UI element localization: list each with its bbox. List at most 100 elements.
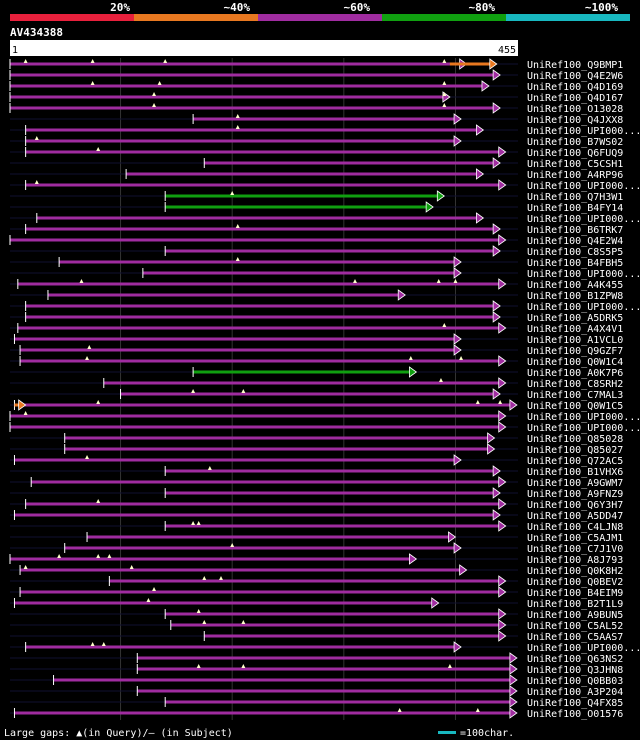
query-gap-mark [152, 103, 157, 107]
hit-label: UniRef100_A8J793 [527, 555, 623, 566]
hit-label: UniRef100_Q6Y3H7 [527, 500, 623, 511]
hit-row: UniRef100_B7WS02 [10, 135, 623, 148]
hit-row: UniRef100_Q0W1C4 [10, 355, 623, 368]
hit-arrow [425, 201, 434, 213]
legend-swatch-0 [10, 14, 134, 21]
hit-row: UniRef100_UPI000... [10, 212, 640, 225]
hit-row: UniRef100_B1VHX6 [10, 465, 623, 478]
hit-row: UniRef100_Q4E2W4 [9, 234, 623, 247]
query-gap-mark [202, 620, 207, 624]
hit-bar [10, 425, 500, 429]
hit-row: UniRef100_Q7H3W1 [10, 190, 623, 203]
hit-row: UniRef100_A5DRK5 [10, 311, 623, 324]
hit-label: UniRef100_Q0BB03 [527, 676, 623, 687]
hit-arrow [509, 652, 518, 664]
hit-label: UniRef100_Q0K8H2 [527, 566, 623, 577]
hit-label: UniRef100_Q72AC5 [527, 456, 623, 467]
hit-label: UniRef100_Q63NS2 [527, 654, 623, 665]
hit-label: UniRef100_Q9GZF7 [527, 346, 623, 357]
query-gap-mark [447, 664, 452, 668]
hit-arrow [481, 80, 490, 92]
query-gap-mark [475, 400, 480, 404]
hit-extra-bar [14, 403, 20, 407]
query-gap-mark [219, 576, 224, 580]
hit-row: UniRef100_Q0BB03 [10, 674, 623, 687]
hit-arrow [453, 344, 462, 356]
hit-bar [165, 491, 495, 495]
query-gap-mark [85, 356, 90, 360]
hit-bar [204, 161, 495, 165]
hit-label: UniRef100_Q9BMP1 [527, 60, 623, 71]
hit-bar [193, 117, 456, 121]
hit-label: UniRef100_B1ZPW8 [527, 291, 623, 302]
hit-arrow [492, 311, 501, 323]
legend-label-0: 20% [110, 1, 130, 14]
hit-arrow [475, 124, 485, 136]
query-gap-mark [34, 136, 39, 140]
hit-label: UniRef100_Q4D167 [527, 93, 623, 104]
hit-bar [59, 260, 456, 264]
query-gap-mark [397, 708, 402, 712]
hit-bar [25, 139, 456, 143]
hit-bar [137, 667, 511, 671]
hit-label: UniRef100_A9FNZ9 [527, 489, 623, 500]
hit-arrow [492, 69, 501, 81]
query-gap-mark [442, 59, 447, 63]
hit-bar [17, 282, 500, 286]
hit-bar [14, 601, 433, 605]
hit-arrow [498, 322, 507, 334]
hit-label: UniRef100_O13028 [527, 104, 623, 115]
query-gap-mark [23, 411, 28, 415]
hit-arrow [498, 575, 507, 587]
hit-label: UniRef100_UPI000... [527, 126, 640, 137]
hit-label: UniRef100_Q4FX85 [527, 698, 623, 709]
query-gap-mark [96, 554, 101, 558]
hit-bar [53, 678, 511, 682]
hit-bar [20, 359, 500, 363]
hit-bar [137, 656, 511, 660]
hit-bar [204, 634, 500, 638]
hit-arrow [453, 267, 462, 279]
hit-bar [126, 172, 478, 176]
hit-arrow [453, 542, 462, 554]
hit-bar [10, 62, 461, 66]
hit-row: UniRef100_C5AJM1 [10, 531, 623, 544]
hit-extra-arrow [489, 58, 498, 70]
hit-row: UniRef100_A0K7P6 [10, 366, 623, 379]
hit-bar [64, 546, 456, 550]
hit-row: UniRef100_UPI000... [10, 179, 640, 192]
query-gap-mark [34, 180, 39, 184]
query-gap-mark [438, 378, 443, 382]
hit-arrow [509, 674, 518, 686]
hit-label: UniRef100_B4FY14 [527, 203, 623, 214]
query-gap-mark [352, 279, 357, 283]
hit-bar [165, 524, 500, 528]
hit-label: UniRef100_A5DRK5 [527, 313, 623, 324]
hit-row: UniRef100_O01576 [10, 707, 623, 720]
hit-arrow [498, 476, 507, 488]
hit-label: UniRef100_O01576 [527, 709, 623, 720]
hit-arrow [498, 410, 507, 422]
hit-bar [20, 568, 461, 572]
hit-bar [25, 183, 500, 187]
query-gap-mark [235, 125, 240, 129]
legend-swatch-4 [506, 14, 630, 21]
hit-label: UniRef100_Q85027 [527, 445, 623, 456]
hit-arrow [487, 432, 496, 444]
query-gap-mark [498, 400, 503, 404]
hit-row: UniRef100_C5CSH1 [10, 157, 623, 170]
hit-bar [25, 315, 495, 319]
legend-swatch-3 [382, 14, 506, 21]
hit-row: UniRef100_UPI000... [10, 267, 640, 280]
hit-row: UniRef100_Q0K8H2 [10, 564, 623, 577]
hit-label: UniRef100_Q4D169 [527, 82, 623, 93]
hit-bar [25, 304, 495, 308]
query-gap-mark [442, 103, 447, 107]
hit-label: UniRef100_Q3JHN8 [527, 665, 623, 676]
query-gap-mark [196, 664, 201, 668]
query-gap-mark [241, 664, 246, 668]
hit-label: UniRef100_B4EIM9 [527, 588, 623, 599]
hit-bar [14, 337, 456, 341]
hit-row: UniRef100_C4LJN8 [10, 520, 623, 533]
hit-row: UniRef100_C7MAL3 [10, 388, 623, 401]
